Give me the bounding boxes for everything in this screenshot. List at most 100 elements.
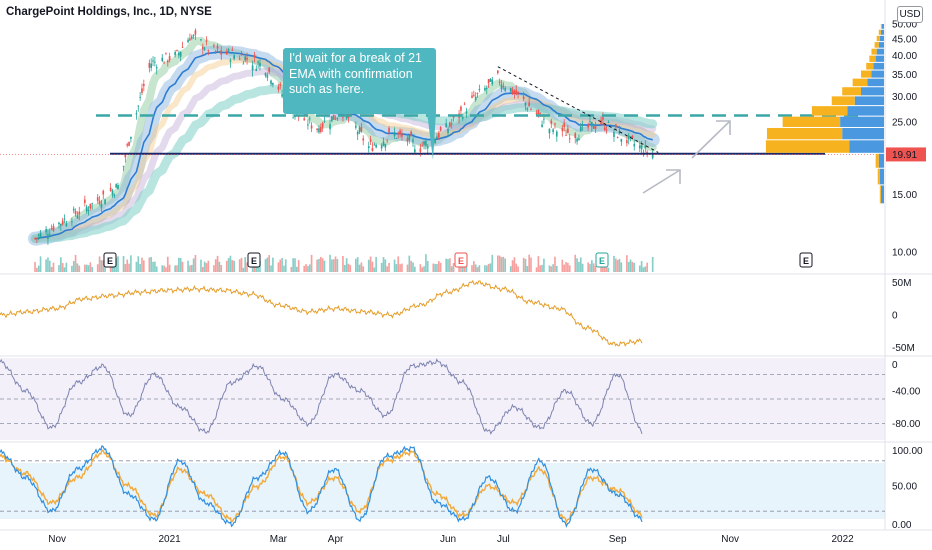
candle-body [393,132,396,136]
volume-bar [373,267,376,272]
candle-body [58,222,60,225]
candle-body [323,121,326,123]
volume-bar [605,264,608,272]
volume-bar [651,256,654,272]
volume-bar [89,262,92,272]
volume-bar [528,254,530,272]
volume-bar [220,264,223,272]
candle-body [500,84,503,90]
vp-down-bar [874,42,879,48]
candle-body [539,112,542,114]
volume-bar [414,266,416,272]
annotation-callout[interactable]: I'd wait for a break of 21 EMA with conf… [283,48,436,114]
volume-bar [240,257,243,272]
candle-body [589,121,591,122]
candle-body [336,117,339,119]
volume-bar [485,265,488,272]
candle-body [65,223,68,227]
volume-bar [155,266,158,272]
candle-body [161,57,164,62]
candle-body [603,127,606,130]
candle-body [126,144,129,146]
chart-title: ChargePoint Holdings, Inc., 1D, NYSE [6,6,212,18]
candle-body [373,144,376,146]
vp-down-bar [880,24,882,29]
volume-bar [513,257,516,272]
volume-bar [78,265,81,272]
volume-bar [567,262,569,272]
volume-bar [194,254,197,272]
candle-body [576,138,578,142]
candle-body [259,63,261,67]
volume-bar [535,267,538,272]
candle-body [214,50,217,52]
volume-bar [323,260,326,272]
candle-body [85,206,88,212]
vp-up-bar [842,127,884,140]
candle-body [574,133,577,139]
volume-bar [205,263,208,272]
candle-body [332,114,335,120]
vp-down-bar [852,78,868,87]
volume-bar [85,264,88,272]
candle-body [218,51,221,53]
volume-bar [452,263,455,272]
volume-bar [592,263,595,272]
candle-body [181,46,184,48]
candle-body [124,154,127,158]
candle-body [397,132,400,135]
volume-bar [355,258,357,272]
candle-body [633,144,636,147]
candle-body [310,125,313,129]
volume-bar [498,255,501,272]
volume-bar [310,254,313,272]
x-tick-label: 2022 [831,534,854,545]
candle-body [638,145,641,149]
vp-up-bar [840,116,884,127]
vp-down-bar [861,70,872,78]
volume-bar [526,266,529,272]
volume-bar [213,265,215,272]
volume-bar [640,261,643,272]
candle-body [100,203,103,208]
candle-body [552,129,554,133]
volume-bar [386,266,389,272]
volume-bar [227,258,230,272]
candle-body [651,154,654,159]
candle-body [423,141,425,145]
currency-badge[interactable]: USD [897,6,923,23]
candle-body [308,118,311,120]
volume-bar [336,259,339,272]
volume-bar [563,264,566,272]
candle-body [369,139,372,142]
vp-up-bar [867,78,884,87]
volume-bar [450,266,453,272]
event-marker-label: E [251,256,257,266]
volume-bar [461,266,464,272]
vp-down-bar [879,185,881,204]
volume-bar [163,265,165,272]
last-price-badge-label: 19.91 [892,150,917,161]
candle-body [192,35,195,37]
volume-bar [181,261,184,272]
volume-bar [476,267,479,272]
candle-body [485,87,488,89]
candle-body [644,145,647,149]
x-tick-label: Nov [721,534,739,545]
volume-bar [296,266,298,272]
candle-body [535,112,538,115]
candle-body [504,88,507,91]
volume-bars [34,254,654,272]
williams-tick-label: -80.00 [892,419,921,430]
volume-bar [45,259,47,272]
volume-bar [165,267,167,272]
volume-bar [266,257,269,272]
obv-tick-label: 0 [892,311,898,322]
candle-body [554,123,556,125]
volume-bar [130,255,132,272]
candle-body [421,145,424,147]
candle-body [382,141,385,146]
volume-bar [189,265,191,272]
